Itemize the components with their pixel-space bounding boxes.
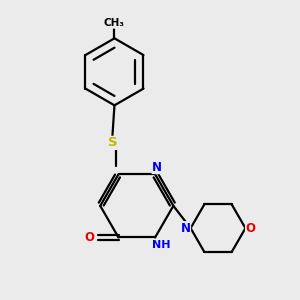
Text: O: O bbox=[245, 222, 256, 235]
Text: N: N bbox=[152, 160, 162, 174]
Text: NH: NH bbox=[152, 240, 170, 250]
Text: N: N bbox=[181, 222, 190, 235]
Text: S: S bbox=[108, 136, 117, 149]
Text: O: O bbox=[84, 231, 94, 244]
Text: CH₃: CH₃ bbox=[104, 18, 125, 28]
